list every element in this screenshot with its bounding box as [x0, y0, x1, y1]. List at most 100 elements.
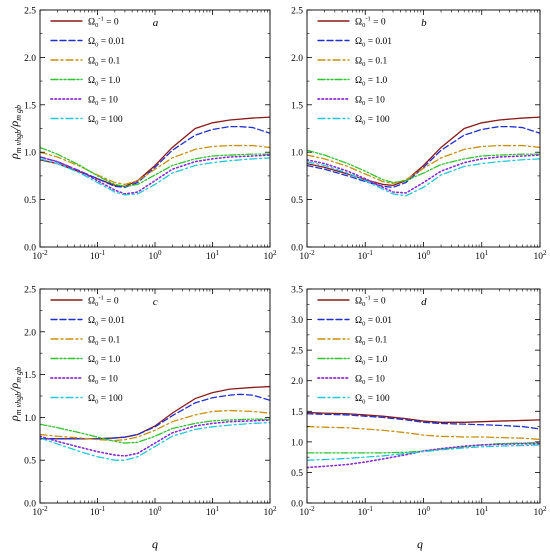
legend-label-4: Ω0 = 10 [355, 96, 385, 108]
y-tick-label: 2.0 [24, 54, 36, 64]
series-line-3 [40, 146, 270, 187]
series-line-0 [307, 116, 540, 187]
y-tick-label: 2.0 [24, 328, 36, 338]
series-group [307, 116, 540, 197]
x-tick-label: 101 [475, 505, 489, 518]
y-tick-label: 0.0 [291, 244, 303, 254]
y-tick-label: 3.5 [291, 286, 303, 296]
series-group [40, 116, 270, 196]
legend-label-5: Ω0 = 100 [88, 115, 123, 127]
panel-b: 10-2 10-1 100 101 102 0.0 0.5 1.0 1.5 2.0 2.5 b Ω0-1… [291, 7, 547, 263]
series-group [40, 385, 270, 461]
legend-label-1: Ω0 = 0.01 [355, 316, 392, 328]
legend-label-3: Ω0 = 1.0 [355, 355, 388, 367]
legend-label-5: Ω0 = 100 [355, 394, 390, 406]
y-tick-label: 2.5 [24, 7, 36, 17]
y-tick-label: 1.0 [291, 438, 303, 448]
series-line-4 [40, 419, 270, 457]
x-tick-label: 10-2 [299, 505, 315, 518]
y-axis-title-top-sub2: m gb [14, 105, 23, 121]
series-line-5 [40, 157, 270, 196]
x-axis-title-left: q [152, 537, 158, 551]
legend-label-4: Ω0 = 10 [88, 375, 118, 387]
y-tick-label: 2.5 [291, 347, 303, 357]
series-line-3 [40, 418, 270, 444]
y-tick-label: 0.0 [24, 244, 36, 254]
x-tick-label: 10-1 [90, 505, 106, 518]
panels-group: 10-2 10-1 100 101 102 0.0 0.5 1.0 1.5 2.0 2.5 a Ω0-1… [24, 7, 547, 519]
y-tick-label: 0.0 [291, 500, 303, 510]
y-tick-label: 2.0 [291, 377, 303, 387]
plot-frame [306, 288, 541, 504]
legend-label-0: Ω0-1 = 0 [355, 16, 386, 30]
x-tick-label: 100 [417, 249, 431, 262]
legend-label-3: Ω0 = 1.0 [88, 76, 121, 88]
series-line-5 [307, 444, 540, 461]
series-line-5 [307, 158, 540, 197]
panel-letter: b [421, 17, 427, 29]
x-axis-title-right: q [417, 537, 423, 551]
x-tick-label: 102 [534, 505, 548, 518]
y-tick-label: 0.5 [24, 457, 36, 467]
series-line-1 [307, 125, 540, 188]
legend-label-1: Ω0 = 0.01 [355, 37, 392, 49]
plot-frame [39, 9, 271, 248]
y-tick-label: 1.0 [24, 414, 36, 424]
y-axis-title-top: ρm vhgb/ρm gb [7, 105, 23, 160]
x-tick-label: 10-1 [358, 249, 374, 262]
y-axis-title-bottom: ρm vhgb/ρm gb [7, 367, 23, 422]
x-tick-label: 102 [264, 505, 278, 518]
panel-a: 10-2 10-1 100 101 102 0.0 0.5 1.0 1.5 2.0 2.5 a Ω0-1… [24, 7, 277, 263]
legend-label-0: Ω0-1 = 0 [88, 16, 119, 30]
series-line-2 [307, 144, 540, 185]
y-tick-label: 0.5 [291, 469, 303, 479]
legend-label-3: Ω0 = 1.0 [355, 76, 388, 88]
y-tick-label: 1.5 [291, 408, 303, 418]
panel-letter: a [153, 17, 159, 29]
legend-label-5: Ω0 = 100 [88, 394, 123, 406]
legend-label-3: Ω0 = 1.0 [88, 355, 121, 367]
y-tick-label: 1.0 [24, 149, 36, 159]
y-tick-label: 3.0 [291, 316, 303, 326]
y-axis-title-top-sep: /ρ [7, 121, 21, 131]
x-tick-label: 102 [264, 249, 278, 262]
y-tick-label: 1.0 [291, 149, 303, 159]
x-tick-label: 100 [149, 505, 163, 518]
y-tick-label: 0.5 [291, 196, 303, 206]
legend: Ω0-1 = 0 Ω0 = 0.01 Ω0 = 0.1 Ω0 = 1.0 Ω0 = 10… [50, 16, 125, 127]
y-tick-label: 2.0 [291, 54, 303, 64]
series-line-4 [307, 442, 540, 469]
x-tick-label: 10-2 [32, 505, 48, 518]
y-tick-label: 0.5 [24, 196, 36, 206]
x-tick-label: 10-2 [32, 249, 48, 262]
x-tick-label: 10-2 [299, 249, 315, 262]
legend-label-2: Ω0 = 0.1 [88, 336, 121, 348]
panel-letter: d [421, 296, 427, 308]
y-axis-title-bottom-main: ρ [7, 415, 21, 422]
y-tick-label: 0.0 [24, 500, 36, 510]
y-tick-label: 2.5 [24, 286, 36, 296]
legend-label-4: Ω0 = 10 [88, 96, 118, 108]
series-line-2 [307, 425, 540, 441]
series-line-0 [307, 411, 540, 423]
legend: Ω0-1 = 0 Ω0 = 0.01 Ω0 = 0.1 Ω0 = 1.0 Ω0 = 10… [317, 16, 392, 127]
y-tick-label: 1.5 [24, 101, 36, 111]
x-tick-label: 101 [206, 249, 220, 262]
y-axis-title-top-main: ρ [7, 153, 21, 160]
y-tick-label: 2.5 [291, 7, 303, 17]
legend: Ω0-1 = 0 Ω0 = 0.01 Ω0 = 0.1 Ω0 = 1.0 Ω0 = 10… [317, 295, 392, 406]
panel-d: 10-2 10-1 100 101 102 0.0 0.5 1.0 1.5 2.0 2.5 3.0 3.… [291, 286, 547, 519]
series-line-2 [40, 409, 270, 442]
x-tick-label: 10-1 [90, 249, 106, 262]
legend-label-4: Ω0 = 10 [355, 375, 385, 387]
legend-label-2: Ω0 = 0.1 [355, 336, 388, 348]
series-line-1 [307, 413, 540, 430]
legend-label-1: Ω0 = 0.01 [88, 316, 125, 328]
panel-c: 10-2 10-1 100 101 102 0.0 0.5 1.0 1.5 2.0 2.5 c Ω0-1… [24, 286, 277, 519]
x-tick-label: 100 [417, 505, 431, 518]
legend-label-5: Ω0 = 100 [355, 115, 390, 127]
y-tick-label: 1.5 [291, 101, 303, 111]
legend-label-2: Ω0 = 0.1 [355, 57, 388, 69]
series-line-3 [307, 149, 540, 184]
